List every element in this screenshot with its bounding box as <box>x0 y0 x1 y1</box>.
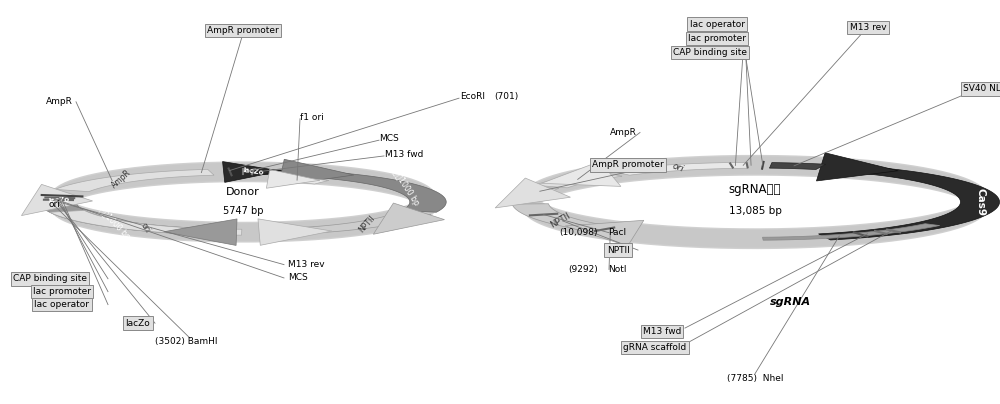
Text: NPTII: NPTII <box>357 214 377 235</box>
Text: (701): (701) <box>494 92 518 101</box>
Text: AmpR promoter: AmpR promoter <box>592 160 664 169</box>
Text: AmpR: AmpR <box>610 128 637 137</box>
Text: 下游1000 bp: 下游1000 bp <box>97 206 132 242</box>
Polygon shape <box>770 163 826 170</box>
Polygon shape <box>227 169 284 175</box>
Polygon shape <box>279 159 354 186</box>
Text: 5747 bp: 5747 bp <box>223 206 263 216</box>
Polygon shape <box>21 184 93 216</box>
Text: AmpR promoter: AmpR promoter <box>207 26 279 35</box>
Text: 13,085 bp: 13,085 bp <box>729 206 781 216</box>
Polygon shape <box>819 166 999 240</box>
Text: Cas9: Cas9 <box>975 188 985 216</box>
Text: M13 fwd: M13 fwd <box>385 150 423 159</box>
Polygon shape <box>512 204 634 234</box>
Polygon shape <box>55 169 214 191</box>
Text: gRNA scaffold: gRNA scaffold <box>623 343 687 352</box>
Polygon shape <box>45 195 75 204</box>
Text: ori: ori <box>48 200 60 209</box>
Text: NPTII: NPTII <box>607 246 629 255</box>
Text: lac operator: lac operator <box>34 300 90 309</box>
Text: (10,098): (10,098) <box>560 228 598 237</box>
Polygon shape <box>816 153 898 181</box>
Text: 上游1000 bp: 上游1000 bp <box>391 168 421 207</box>
Text: SV40 NLS: SV40 NLS <box>963 84 1000 93</box>
Polygon shape <box>40 204 220 235</box>
Text: sgRNA载体: sgRNA载体 <box>729 183 781 196</box>
Text: lac promoter: lac promoter <box>688 34 746 43</box>
Text: MCS: MCS <box>288 274 308 282</box>
Polygon shape <box>519 187 559 199</box>
Polygon shape <box>266 213 431 235</box>
Text: ori: ori <box>138 221 151 234</box>
Text: ori: ori <box>671 161 685 174</box>
Text: sgRNA: sgRNA <box>769 297 811 307</box>
Text: f1 ori: f1 ori <box>300 113 324 122</box>
Text: M13 rev: M13 rev <box>850 23 886 32</box>
Text: EcoRI: EcoRI <box>460 92 485 101</box>
Text: NPTII: NPTII <box>549 211 572 229</box>
Polygon shape <box>763 224 939 240</box>
Polygon shape <box>373 203 444 234</box>
Polygon shape <box>50 210 242 235</box>
Polygon shape <box>266 169 320 188</box>
Text: PacI: PacI <box>608 228 626 237</box>
Polygon shape <box>258 219 332 245</box>
Text: AmpR: AmpR <box>46 97 73 106</box>
Polygon shape <box>223 162 281 182</box>
Text: NotI: NotI <box>608 265 626 274</box>
Text: AmpR: AmpR <box>110 168 133 190</box>
Polygon shape <box>565 220 644 246</box>
Polygon shape <box>297 170 446 212</box>
Text: M13 rev: M13 rev <box>288 260 325 269</box>
Text: (7785)  NheI: (7785) NheI <box>727 375 783 383</box>
Text: lac promoter: lac promoter <box>33 287 91 296</box>
Text: lacZo: lacZo <box>48 196 69 204</box>
Polygon shape <box>608 162 748 175</box>
Text: lacZo: lacZo <box>126 319 150 328</box>
Polygon shape <box>534 172 622 188</box>
Text: lac operator: lac operator <box>690 20 744 29</box>
Text: MCS: MCS <box>379 134 399 143</box>
Text: M13 fwd: M13 fwd <box>643 327 681 336</box>
Text: CAP binding site: CAP binding site <box>13 274 87 283</box>
Text: (9292): (9292) <box>568 265 598 274</box>
Polygon shape <box>495 178 570 208</box>
Text: lacZo: lacZo <box>242 167 264 176</box>
Polygon shape <box>164 219 237 245</box>
Polygon shape <box>541 161 621 186</box>
Polygon shape <box>269 177 329 184</box>
Text: Donor: Donor <box>226 187 260 197</box>
Text: CAP binding site: CAP binding site <box>673 48 747 57</box>
Text: (3502) BamHI: (3502) BamHI <box>155 337 218 346</box>
